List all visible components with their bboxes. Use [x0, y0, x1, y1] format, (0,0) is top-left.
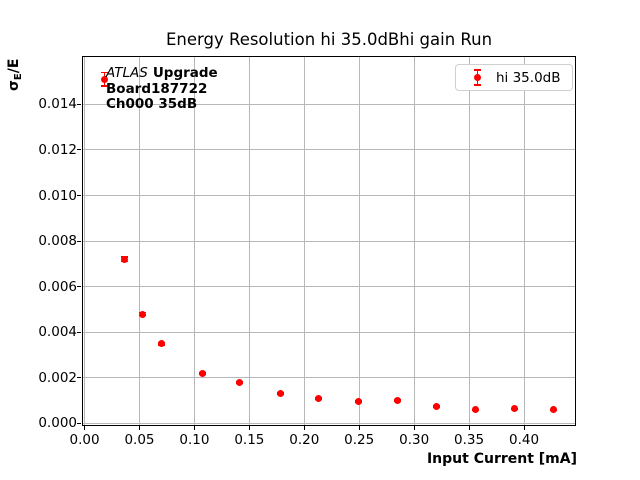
x-tick-mark: [84, 426, 86, 430]
x-tick-mark: [523, 426, 525, 430]
annotation-experiment-name: ATLAS: [106, 65, 148, 81]
data-point: [354, 398, 362, 406]
y-tick-mark: [77, 149, 81, 151]
data-point: [157, 340, 165, 348]
x-tick-label: 0.15: [234, 432, 265, 448]
y-tick-label: 0.006: [38, 278, 77, 295]
y-tick-mark: [77, 422, 81, 424]
y-tick-mark: [77, 195, 81, 196]
chart-title: Energy Resolution hi 35.0dBhi gain Run: [165, 30, 493, 49]
x-tick-label: 0.35: [454, 432, 485, 448]
x-tick-mark: [358, 426, 360, 430]
y-tick-mark: [77, 377, 81, 379]
y-tick-label: 0.002: [38, 369, 77, 386]
data-point: [100, 75, 108, 83]
x-tick-mark: [138, 426, 140, 430]
data-point: [315, 394, 323, 402]
x-tick-mark: [413, 426, 415, 430]
y-tick-label: 0.000: [38, 415, 77, 432]
x-tick-mark: [468, 426, 470, 430]
y-axis-label: σE/E: [6, 59, 24, 91]
data-point: [432, 402, 440, 410]
y-tick-mark: [77, 240, 81, 242]
legend-marker-top-cap: [474, 69, 481, 71]
annotation-board-id: Board187722: [106, 80, 208, 97]
annotation-upgrade-text: Upgrade: [152, 65, 218, 81]
legend-marker-dot: [474, 74, 481, 81]
plot-annotation: ATLAS Upgrade Board187722 Ch000 35dB: [106, 65, 218, 113]
x-tick-label: 0.25: [344, 432, 375, 448]
data-point: [394, 397, 402, 405]
data-point: [510, 405, 518, 413]
x-tick-label: 0.30: [399, 432, 430, 448]
data-point: [235, 378, 243, 386]
data-point: [472, 406, 480, 414]
legend-entry-label: hi 35.0dB: [496, 69, 561, 86]
x-tick-mark: [303, 426, 305, 430]
y-tick-mark: [77, 331, 81, 333]
y-tick-label: 0.008: [38, 233, 77, 250]
legend-marker-bottom-cap: [474, 84, 481, 86]
x-axis-label: Input Current [mA]: [426, 451, 577, 467]
x-tick-label: 0.40: [508, 432, 540, 448]
data-point: [276, 390, 284, 398]
y-tick-label: 0.012: [38, 141, 77, 158]
annotation-channel-gain: Ch000 35dB: [106, 96, 198, 112]
data-point: [198, 369, 206, 377]
legend-errorbar-marker-icon: [473, 69, 482, 86]
x-tick-label: 0.20: [289, 432, 320, 448]
x-tick-label: 0.10: [179, 432, 210, 448]
y-axis-label-suffix: /E: [6, 58, 22, 74]
y-tick-label: 0.010: [38, 187, 77, 204]
y-tick-label: 0.014: [38, 96, 77, 113]
error-bar-top-cap: [100, 71, 108, 74]
x-tick-mark: [193, 426, 195, 430]
y-axis-label-symbol: σ: [6, 80, 22, 91]
legend-box: hi 35.0dB: [455, 64, 573, 91]
x-tick-label: 0.05: [124, 432, 155, 448]
data-point: [550, 406, 558, 414]
data-point: [120, 255, 128, 263]
x-tick-mark: [248, 426, 250, 430]
y-tick-label: 0.004: [38, 324, 77, 341]
y-axis-label-subscript: E: [13, 73, 24, 81]
y-tick-mark: [77, 103, 81, 105]
annotation-line-1: ATLAS Upgrade: [106, 65, 218, 82]
x-tick-label: 0.00: [69, 432, 100, 448]
error-bar-bottom-cap: [100, 85, 108, 87]
data-point: [139, 310, 147, 318]
y-tick-mark: [77, 286, 81, 288]
